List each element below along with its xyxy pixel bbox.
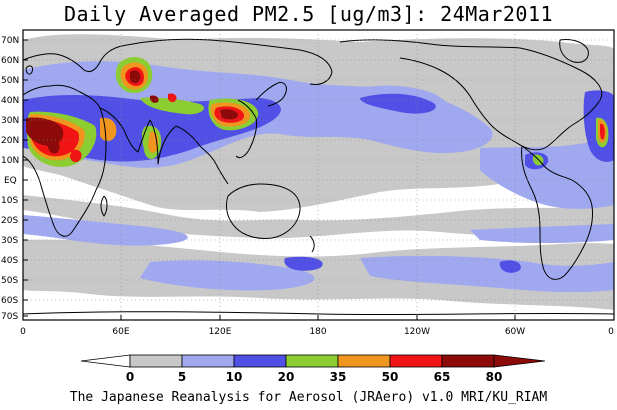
colorbar-label: 80 <box>486 370 503 384</box>
colorbar-cell-green <box>285 354 339 368</box>
colorbar-cell-light-gray <box>129 354 183 368</box>
lat-label: 30N <box>1 116 19 126</box>
coastlines <box>23 38 614 316</box>
colorbar-labels: 0 5 10 20 35 50 65 80 <box>126 370 503 384</box>
lat-label: 10N <box>1 156 19 166</box>
map-title: Daily Averaged PM2.5 [ug/m3]: 24Mar2011 <box>63 2 554 26</box>
colorbar-cell-dark-red-arrow <box>493 354 546 368</box>
colorbar-cell-red <box>389 354 443 368</box>
lat-label: 70N <box>1 36 19 46</box>
map-gridlines <box>23 30 614 320</box>
colorbar-cell-orange <box>337 354 391 368</box>
colorbar-legend <box>80 354 546 368</box>
colorbar-cell-light-blue <box>181 354 235 368</box>
lat-label: EQ <box>4 176 17 186</box>
data-credit: The Japanese Reanalysis for Aerosol (JRA… <box>69 390 548 405</box>
lat-label: 40S <box>1 256 18 266</box>
axis-ticks <box>23 39 516 320</box>
colorbar-cell-white <box>80 354 131 368</box>
colorbar-label: 20 <box>278 370 295 384</box>
longitude-labels: 0 60E 120E 180 120W 60W 0 <box>20 327 614 337</box>
lat-label: 10S <box>1 196 18 206</box>
lon-label: 0 <box>608 327 614 337</box>
colorbar-cell-dark-red <box>441 354 495 368</box>
lon-label: 0 <box>20 327 26 337</box>
lat-label: 60N <box>1 56 19 66</box>
latitude-labels: 70N 60N 50N 40N 30N 20N 10N EQ 10S 20S 3… <box>1 36 19 322</box>
lon-label: 120W <box>404 327 430 337</box>
colorbar-label: 0 <box>126 370 134 384</box>
lat-label: 50S <box>1 276 18 286</box>
lat-label: 20S <box>1 216 18 226</box>
colorbar-label: 10 <box>226 370 243 384</box>
lon-label: 60E <box>112 327 129 337</box>
pm25-band-dark-red <box>26 70 238 154</box>
lon-label: 60W <box>505 327 525 337</box>
map-figure: 70N 60N 50N 40N 30N 20N 10N EQ 10S 20S 3… <box>1 29 615 384</box>
colorbar-label: 5 <box>178 370 186 384</box>
lon-label: 120E <box>209 327 232 337</box>
colorbar-cell-blue <box>233 354 287 368</box>
pm25-field <box>23 30 614 320</box>
lat-label: 40N <box>1 96 19 106</box>
lat-label: 70S <box>1 312 18 322</box>
lat-label: 50N <box>1 76 19 86</box>
lat-label: 60S <box>1 296 18 306</box>
colorbar-label: 35 <box>330 370 347 384</box>
lat-label: 30S <box>1 236 18 246</box>
lon-label: 180 <box>309 327 326 337</box>
colorbar-label: 65 <box>434 370 451 384</box>
colorbar-label: 50 <box>382 370 399 384</box>
lat-label: 20N <box>1 136 19 146</box>
